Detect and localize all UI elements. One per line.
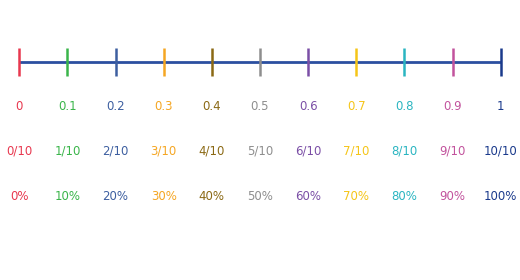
- Text: 0.4: 0.4: [202, 100, 221, 113]
- Text: 0: 0: [16, 100, 23, 113]
- Text: 8/10: 8/10: [392, 145, 418, 158]
- Text: 10%: 10%: [55, 190, 81, 202]
- Text: 0/10: 0/10: [6, 145, 32, 158]
- Text: 2/10: 2/10: [102, 145, 129, 158]
- Text: 1: 1: [497, 100, 504, 113]
- Text: 0.6: 0.6: [299, 100, 318, 113]
- Text: 0%: 0%: [10, 190, 29, 202]
- Text: 60%: 60%: [295, 190, 321, 202]
- Text: 50%: 50%: [247, 190, 273, 202]
- Text: 0.1: 0.1: [58, 100, 77, 113]
- Text: 20%: 20%: [102, 190, 128, 202]
- Text: 7/10: 7/10: [343, 145, 370, 158]
- Text: 4/10: 4/10: [199, 145, 225, 158]
- Text: 3/10: 3/10: [151, 145, 177, 158]
- Text: 100%: 100%: [484, 190, 517, 202]
- Text: 90%: 90%: [439, 190, 465, 202]
- Text: 1/10: 1/10: [54, 145, 81, 158]
- Text: 0.9: 0.9: [443, 100, 462, 113]
- Text: 9/10: 9/10: [439, 145, 466, 158]
- Text: 6/10: 6/10: [295, 145, 321, 158]
- Text: 0.7: 0.7: [347, 100, 366, 113]
- Text: 0.8: 0.8: [395, 100, 414, 113]
- Text: 10/10: 10/10: [484, 145, 517, 158]
- Text: 0.2: 0.2: [106, 100, 125, 113]
- Text: 40%: 40%: [199, 190, 225, 202]
- Text: 80%: 80%: [392, 190, 418, 202]
- Text: 5/10: 5/10: [247, 145, 273, 158]
- Text: 0.5: 0.5: [251, 100, 269, 113]
- Text: 30%: 30%: [151, 190, 177, 202]
- Text: 0.3: 0.3: [154, 100, 173, 113]
- Text: 70%: 70%: [343, 190, 369, 202]
